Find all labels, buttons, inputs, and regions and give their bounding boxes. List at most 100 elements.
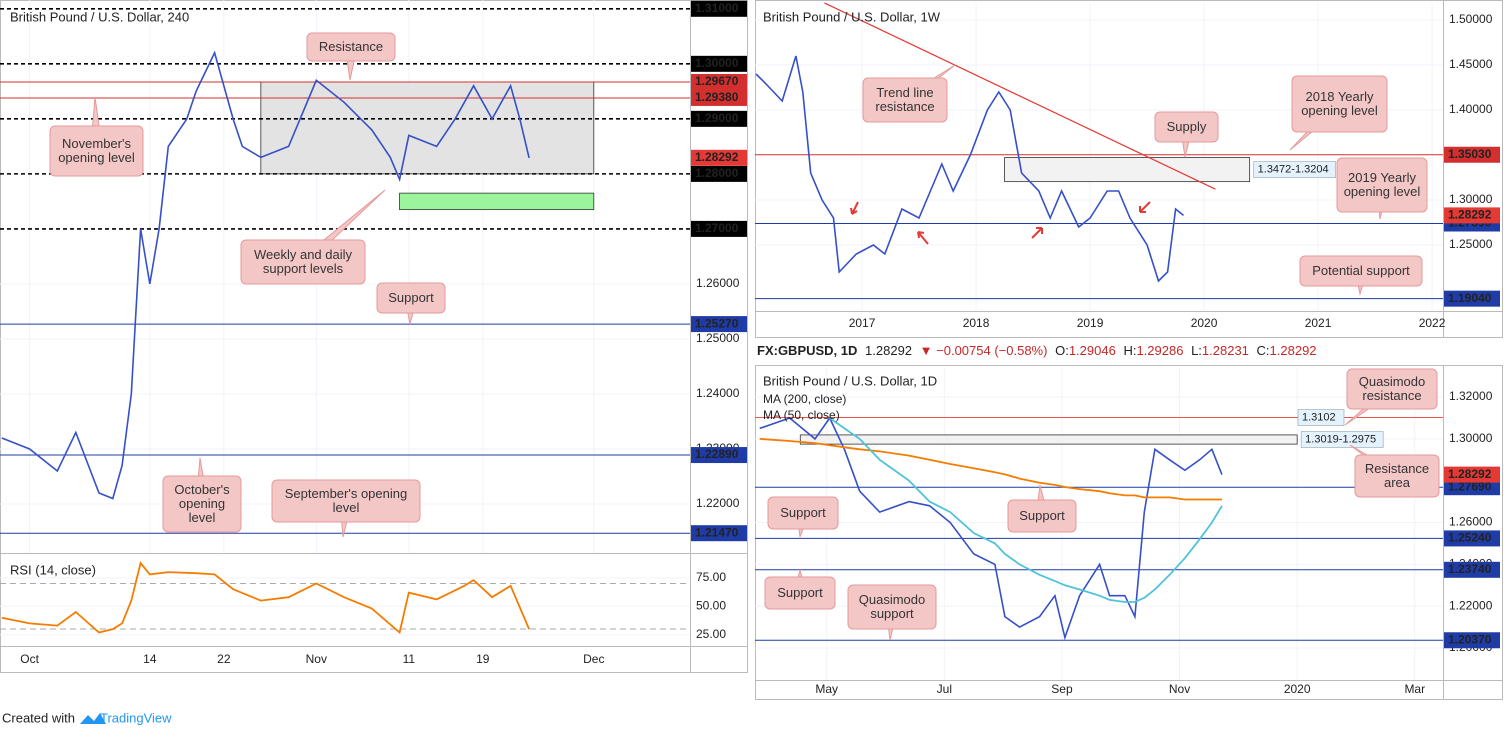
chart: 75.00 50.00 25.00 RSI (14, close) (0, 561, 726, 641)
x-tick-label: 2019 (1077, 316, 1104, 330)
level-label-bg (1444, 146, 1500, 163)
level-label-bg (691, 525, 747, 542)
ohlc-value: 1.29286 (1136, 343, 1183, 358)
level-label-bg (691, 0, 747, 17)
callout: September's opening level (284, 486, 408, 515)
callout-text: Weekly and daily support levels (253, 247, 353, 276)
legend-entry: MA (200, close) (763, 392, 846, 406)
chart: 1.50000 1.45000 1.40000 1.30000 1.25000 2017 2… (755, 2, 1500, 330)
x-tick-label: May (815, 682, 838, 696)
callout-text: September's opening level (284, 486, 408, 515)
callout: 2018 Yearly opening level (1301, 90, 1378, 118)
zone (399, 192, 595, 211)
x-tick-label: Jul (937, 682, 952, 696)
trend-line (824, 2, 1216, 190)
level-label-bg (691, 89, 747, 106)
arrow (1139, 201, 1151, 213)
level-label-bg (1444, 290, 1500, 307)
legend-entry: MA (50, close) (763, 408, 840, 422)
level-label: 1.21470 (695, 525, 739, 539)
callout-box (1346, 368, 1438, 410)
level-tag-bg (1297, 409, 1345, 426)
ohlc-value: 1.28231 (1202, 343, 1249, 358)
x-tick-label: 19 (476, 652, 490, 666)
callout: Resistance (319, 40, 383, 54)
x-tick-label: 2020 (1284, 682, 1311, 696)
callout-box (1007, 499, 1077, 533)
last-price: 1.28292 (1448, 467, 1492, 481)
callout: Support (780, 506, 826, 520)
callout-box (847, 584, 937, 630)
y-tick-label: 1.25000 (696, 331, 740, 345)
x-tick-label: 2021 (1305, 316, 1332, 330)
callout-text: Supply (1166, 119, 1207, 134)
level-label-bg (691, 220, 747, 237)
level-label: 1.20370 (1448, 632, 1492, 646)
zone (799, 434, 1298, 445)
callout-box (1336, 157, 1428, 213)
level-label: 1.31000 (695, 1, 739, 15)
x-tick-label: 2018 (963, 316, 990, 330)
callout-text: October's opening level (174, 482, 230, 525)
level-label: 1.25270 (695, 316, 739, 330)
callout: Trend line resistance (875, 85, 935, 114)
callout-box (767, 496, 839, 530)
zone-label-bg (1253, 161, 1336, 178)
zone (1004, 157, 1251, 183)
level-label: 1.25240 (1448, 531, 1492, 545)
brand-logo (80, 713, 106, 724)
level-label-bg (691, 316, 747, 333)
callout: Support (388, 291, 434, 305)
callout: 2019 Yearly opening level (1344, 171, 1421, 199)
x-tick-label: 2022 (1419, 316, 1446, 330)
panel-frame (0, 0, 748, 673)
y-tick-label: 75.00 (696, 570, 726, 584)
chart-title: RSI (14, close) (10, 562, 96, 577)
callout-text: Resistance area (1364, 461, 1430, 490)
series-line (759, 438, 1222, 501)
callout-text: Trend line resistance (875, 85, 935, 114)
brand[interactable]: TradingView (100, 710, 172, 725)
callout-text: Quasimodo support (858, 592, 926, 621)
arrow (850, 201, 859, 215)
symbol-header: FX:GBPUSD, 1D 1.28292 ▼ −0.00754 (−0.58%… (757, 343, 1317, 358)
series-line (755, 55, 1185, 283)
x-tick-label: Dec (583, 652, 604, 666)
x-tick-label: Nov (1169, 682, 1190, 696)
level-label-bg (1444, 479, 1500, 496)
symbol: FX:GBPUSD, 1D (757, 343, 857, 358)
callout-box (49, 125, 144, 177)
callout-box (1291, 75, 1388, 133)
level-label-bg (691, 447, 747, 464)
callout: Support (1019, 509, 1065, 523)
series-line (1, 561, 530, 635)
chart: 1.260001.250001.240001.230001.22000Oct14… (0, 0, 747, 666)
y-tick-label: 1.40000 (1449, 102, 1493, 116)
y-tick-label: 1.22000 (696, 496, 740, 510)
level-label: 1.29380 (695, 90, 739, 104)
zone-label-bg (1300, 431, 1384, 448)
level-label-bg (1444, 561, 1500, 578)
ohlc-value: 1.28292 (1270, 343, 1317, 358)
y-tick-label: 1.26000 (1449, 515, 1493, 529)
y-tick-label: 1.24000 (696, 386, 740, 400)
ohlc-label: O: (1055, 343, 1069, 358)
last-price-bg (1444, 466, 1500, 483)
x-tick-label: Nov (306, 652, 327, 666)
callout-box (271, 479, 421, 523)
arrow (1031, 227, 1043, 239)
chart-title: British Pound / U.S. Dollar, 1D (763, 373, 937, 388)
callout: Quasimodo resistance (1359, 375, 1425, 403)
arrows (850, 201, 1151, 245)
level-label: 1.29670 (695, 74, 739, 88)
level-label: 1.19040 (1448, 291, 1492, 305)
level-label: 1.29000 (695, 111, 739, 125)
y-tick-label: 1.25000 (1449, 237, 1493, 251)
x-tick-label: Sep (1051, 682, 1073, 696)
x-tick-label: 22 (217, 652, 231, 666)
chart-title: British Pound / U.S. Dollar, 240 (10, 9, 189, 24)
panel-frame (755, 365, 1503, 700)
callout-text: Potential support (1312, 263, 1410, 278)
callout: Weekly and daily support levels (253, 247, 353, 276)
